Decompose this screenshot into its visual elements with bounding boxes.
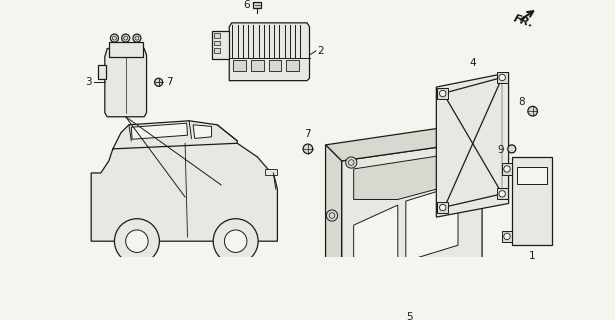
Circle shape [303, 144, 312, 154]
Bar [253, 2, 261, 8]
Polygon shape [325, 145, 341, 304]
Circle shape [499, 74, 506, 81]
Polygon shape [406, 185, 458, 261]
Bar [502, 163, 512, 175]
Bar [286, 60, 299, 71]
Bar [437, 202, 448, 213]
Bar [98, 65, 106, 79]
Circle shape [224, 230, 247, 252]
Bar [214, 48, 220, 52]
Polygon shape [325, 125, 482, 161]
Bar [214, 41, 220, 45]
Circle shape [499, 191, 506, 197]
Bar [502, 231, 512, 242]
Text: 6: 6 [243, 0, 250, 10]
Polygon shape [193, 125, 212, 139]
Circle shape [461, 272, 472, 283]
Circle shape [329, 213, 335, 218]
Polygon shape [229, 23, 309, 81]
Polygon shape [113, 121, 237, 149]
Text: 7: 7 [167, 77, 173, 87]
Circle shape [111, 34, 119, 42]
Circle shape [125, 230, 148, 252]
Circle shape [327, 210, 338, 221]
Circle shape [346, 290, 357, 301]
Circle shape [528, 106, 538, 116]
Circle shape [461, 141, 472, 152]
Text: 3: 3 [85, 77, 92, 87]
Polygon shape [362, 297, 379, 311]
Bar [512, 157, 552, 245]
Bar [517, 166, 547, 184]
Circle shape [213, 219, 258, 264]
Text: 5: 5 [407, 312, 413, 320]
Polygon shape [354, 205, 398, 289]
Bar [109, 42, 143, 57]
Text: 4: 4 [469, 58, 476, 68]
Polygon shape [436, 73, 509, 217]
Circle shape [346, 157, 357, 168]
Circle shape [508, 145, 516, 153]
Circle shape [349, 160, 354, 165]
Circle shape [440, 90, 446, 97]
Text: 9: 9 [498, 146, 504, 156]
Bar [212, 31, 229, 59]
Bar [212, 31, 229, 59]
Text: 7: 7 [304, 129, 311, 140]
Circle shape [440, 204, 446, 211]
Bar [437, 88, 448, 99]
Circle shape [135, 36, 139, 40]
Text: FR.: FR. [512, 13, 534, 29]
Polygon shape [341, 141, 482, 304]
Polygon shape [91, 139, 277, 241]
Circle shape [124, 36, 128, 40]
Circle shape [113, 36, 116, 40]
Bar [233, 60, 246, 71]
Text: 8: 8 [518, 97, 525, 107]
Bar [269, 60, 282, 71]
Circle shape [114, 219, 159, 264]
Circle shape [122, 34, 130, 42]
Circle shape [504, 233, 510, 240]
Circle shape [504, 166, 510, 172]
Text: 2: 2 [317, 46, 324, 56]
Polygon shape [132, 123, 188, 139]
Polygon shape [430, 284, 448, 297]
Bar [265, 169, 277, 175]
Circle shape [154, 78, 162, 86]
Polygon shape [105, 49, 146, 117]
Circle shape [463, 144, 469, 149]
Circle shape [435, 287, 443, 295]
Circle shape [133, 34, 141, 42]
Circle shape [367, 300, 375, 308]
Bar [214, 33, 220, 38]
Polygon shape [354, 153, 458, 199]
Circle shape [463, 275, 469, 280]
Text: 1: 1 [528, 252, 535, 261]
Circle shape [349, 293, 354, 299]
Bar [496, 72, 508, 83]
Bar [496, 188, 508, 199]
Bar [251, 60, 264, 71]
